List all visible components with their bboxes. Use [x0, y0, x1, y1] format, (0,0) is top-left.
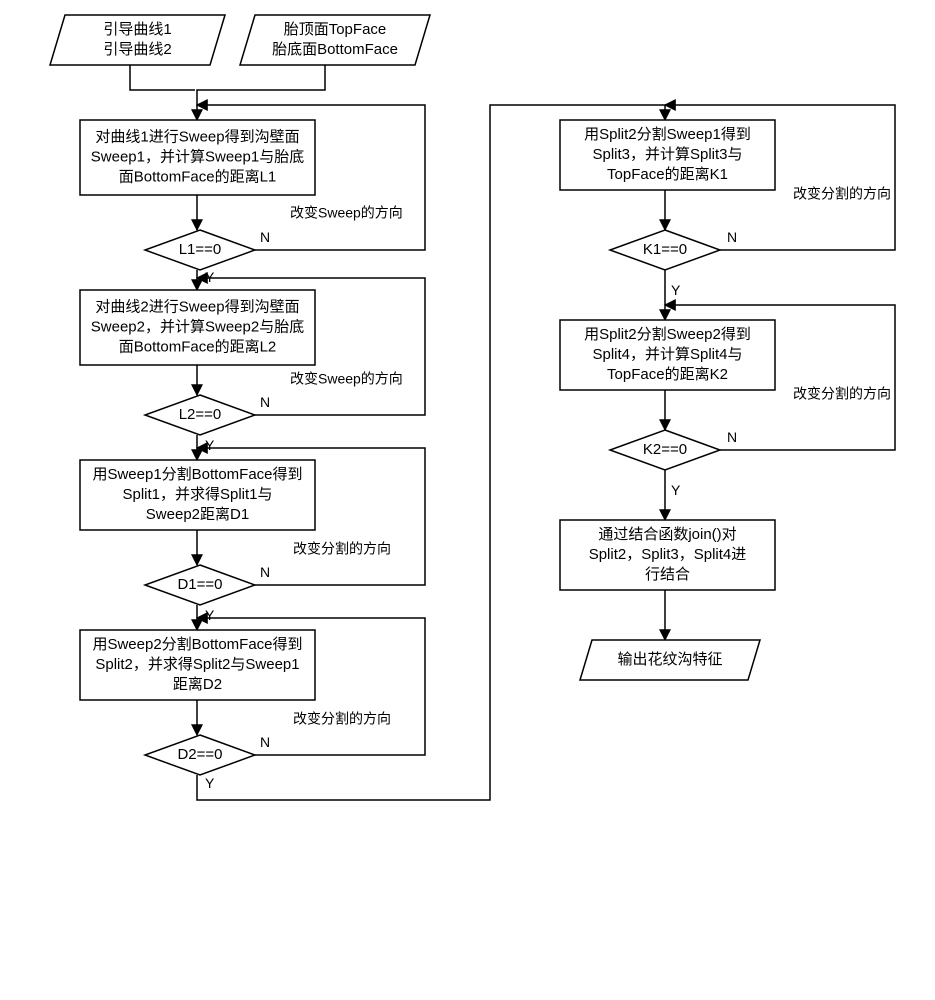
yn-n5: N: [727, 229, 737, 245]
yn-n1: N: [260, 229, 270, 245]
label-sweep_dir1: 改变Sweep的方向: [290, 205, 403, 221]
node-proc1-line2: 面BottomFace的距离L1: [119, 168, 277, 185]
yn-y4: Y: [205, 775, 215, 791]
node-proc7-line0: 通过结合函数join()对: [598, 526, 736, 543]
node-output-line0: 输出花纹沟特征: [617, 651, 722, 668]
yn-y3: Y: [205, 607, 215, 623]
node-proc7: 通过结合函数join()对 Split2，Split3，Split4进行结合: [560, 520, 775, 590]
yn-n6: N: [727, 429, 737, 445]
yn-y6: Y: [671, 482, 681, 498]
node-input2-line0: 胎顶面TopFace: [284, 21, 387, 38]
flowchart-canvas: 引导曲线1 引导曲线2 胎顶面TopFace 胎底面BottomFace 对曲线1进行S…: [0, 0, 935, 1000]
node-proc7-line1: Split2，Split3，Split4进: [589, 546, 747, 563]
node-dec4: D2==0: [145, 735, 255, 775]
node-proc2-line1: Sweep2，并计算Sweep2与胎底: [91, 317, 304, 335]
node-proc6-line2: TopFace的距离K2: [607, 366, 728, 383]
node-input1-line1: 引导曲线2: [103, 41, 171, 58]
node-proc4: 用Sweep2分割BottomFace得到 Split2，并求得Split2与Sw…: [80, 630, 315, 700]
label-split_dir4: 改变分割的方向: [793, 386, 891, 402]
node-proc4-line0: 用Sweep2分割BottomFace得到: [92, 636, 302, 653]
node-proc4-line2: 距离D2: [173, 676, 222, 693]
node-proc5-line0: 用Split2分割Sweep1得到: [584, 126, 751, 143]
node-input1-line0: 引导曲线1: [103, 21, 171, 38]
label-split_dir1: 改变分割的方向: [293, 541, 391, 557]
node-dec2: L2==0: [145, 395, 255, 435]
node-proc1-line1: Sweep1，并计算Sweep1与胎底: [91, 147, 304, 165]
yn-y1: Y: [205, 269, 215, 285]
node-proc5-line1: Split3，并计算Split3与: [592, 145, 742, 163]
yn-y2: Y: [205, 437, 215, 453]
node-proc6-line0: 用Split2分割Sweep2得到: [584, 326, 751, 343]
node-dec3-line0: D1==0: [177, 576, 222, 593]
label-sweep_dir2: 改变Sweep的方向: [290, 371, 403, 387]
node-proc2-line2: 面BottomFace的距离L2: [119, 338, 277, 355]
node-input1: 引导曲线1 引导曲线2: [50, 15, 225, 65]
node-proc3: 用Sweep1分割BottomFace得到 Split1，并求得Split1与 Sw…: [80, 460, 315, 530]
node-dec2-line0: L2==0: [179, 406, 222, 423]
node-proc4-line1: Split2，并求得Split2与Sweep1: [95, 656, 299, 673]
node-dec5-line0: K1==0: [643, 241, 687, 258]
node-proc3-line2: Sweep2距离D1: [146, 506, 249, 523]
node-output: 输出花纹沟特征: [580, 640, 760, 680]
node-proc2-line0: 对曲线2进行Sweep得到沟壁面: [95, 298, 299, 315]
node-dec6: K2==0: [610, 430, 720, 470]
node-proc3-line1: Split1，并求得Split1与: [122, 486, 272, 503]
yn-y5: Y: [671, 282, 681, 298]
node-dec1-line0: L1==0: [179, 241, 222, 258]
node-proc6: 用Split2分割Sweep2得到 Split4，并计算Split4与 TopFac…: [560, 320, 775, 390]
node-proc1: 对曲线1进行Sweep得到沟壁面 Sweep1，并计算Sweep1与胎底面Bott…: [80, 120, 315, 195]
yn-n2: N: [260, 394, 270, 410]
yn-n4: N: [260, 734, 270, 750]
node-dec4-line0: D2==0: [177, 746, 222, 763]
node-proc5: 用Split2分割Sweep1得到 Split3，并计算Split3与 TopFac…: [560, 120, 775, 190]
node-proc5-line2: TopFace的距离K1: [607, 166, 728, 183]
node-proc6-line1: Split4，并计算Split4与: [592, 345, 742, 363]
node-proc3-line0: 用Sweep1分割BottomFace得到: [92, 466, 302, 483]
node-dec6-line0: K2==0: [643, 441, 687, 458]
node-dec5: K1==0: [610, 230, 720, 270]
label-split_dir3: 改变分割的方向: [793, 186, 891, 202]
node-dec1: L1==0: [145, 230, 255, 270]
nodes-group: 引导曲线1 引导曲线2 胎顶面TopFace 胎底面BottomFace 对曲线1进行S…: [50, 15, 775, 775]
yn-n3: N: [260, 564, 270, 580]
node-proc2: 对曲线2进行Sweep得到沟壁面 Sweep2，并计算Sweep2与胎底面Bott…: [80, 290, 315, 365]
node-proc7-line2: 行结合: [645, 566, 690, 583]
node-dec3: D1==0: [145, 565, 255, 605]
edge-0: [130, 65, 195, 90]
edge-1: [197, 65, 325, 120]
node-input2-line1: 胎底面BottomFace: [272, 41, 398, 58]
label-split_dir2: 改变分割的方向: [293, 711, 391, 727]
node-input2: 胎顶面TopFace 胎底面BottomFace: [240, 15, 430, 65]
node-proc1-line0: 对曲线1进行Sweep得到沟壁面: [95, 128, 299, 145]
